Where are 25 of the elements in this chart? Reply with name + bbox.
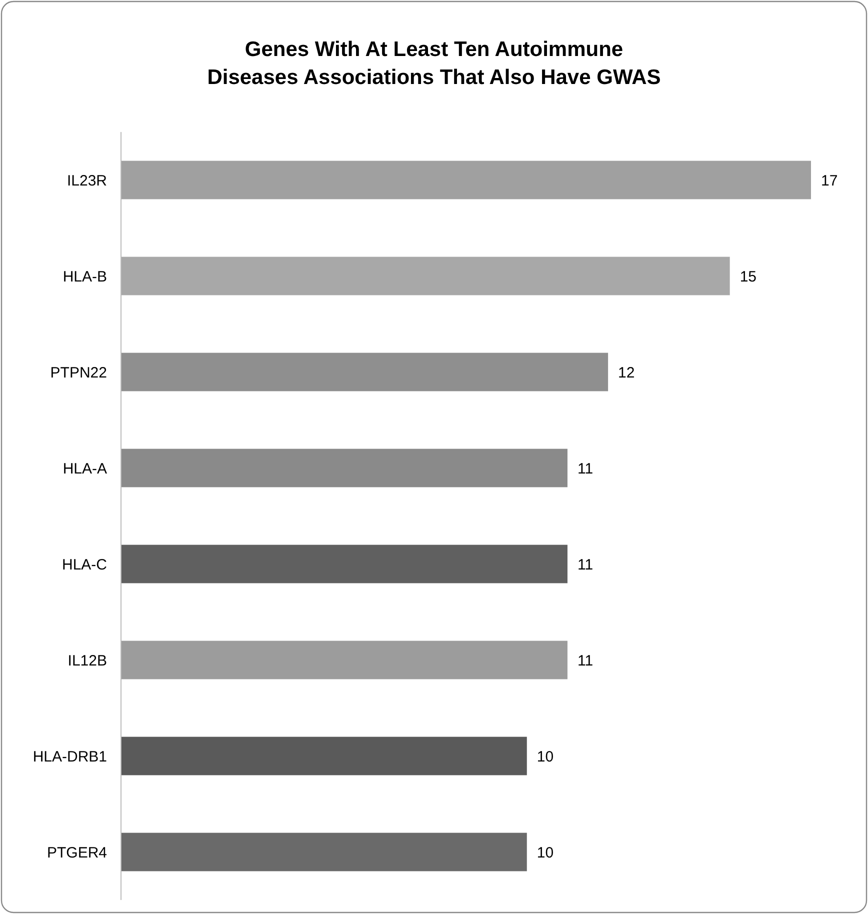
chart-title: Genes With At Least Ten Autoimmune Diseases Associations That Also Have GWAS xyxy=(207,38,661,89)
bar xyxy=(121,640,568,680)
y-tick-label: IL12B xyxy=(68,652,107,670)
data-label: 11 xyxy=(577,652,594,670)
data-label: 11 xyxy=(577,460,594,478)
data-label: 12 xyxy=(618,364,635,382)
bar xyxy=(121,256,730,296)
bar xyxy=(121,832,527,872)
data-label: 11 xyxy=(577,556,594,574)
y-tick-label: IL23R xyxy=(66,172,108,190)
data-label: 10 xyxy=(536,748,554,766)
y-tick-label: HLA-A xyxy=(62,460,107,478)
y-tick-label: HLA-B xyxy=(62,268,107,286)
data-label: 10 xyxy=(536,844,554,862)
data-label: 17 xyxy=(821,172,838,190)
y-tick-label: HLA-C xyxy=(62,556,108,574)
bar xyxy=(121,736,527,776)
bar xyxy=(121,448,568,488)
bar xyxy=(121,544,568,584)
y-tick-label: HLA-DRB1 xyxy=(32,748,107,766)
y-tick-label: PTGER4 xyxy=(46,844,107,862)
y-tick-label: PTPN22 xyxy=(50,364,107,382)
bar xyxy=(121,352,608,392)
bar xyxy=(121,160,811,200)
data-label: 15 xyxy=(740,268,757,286)
